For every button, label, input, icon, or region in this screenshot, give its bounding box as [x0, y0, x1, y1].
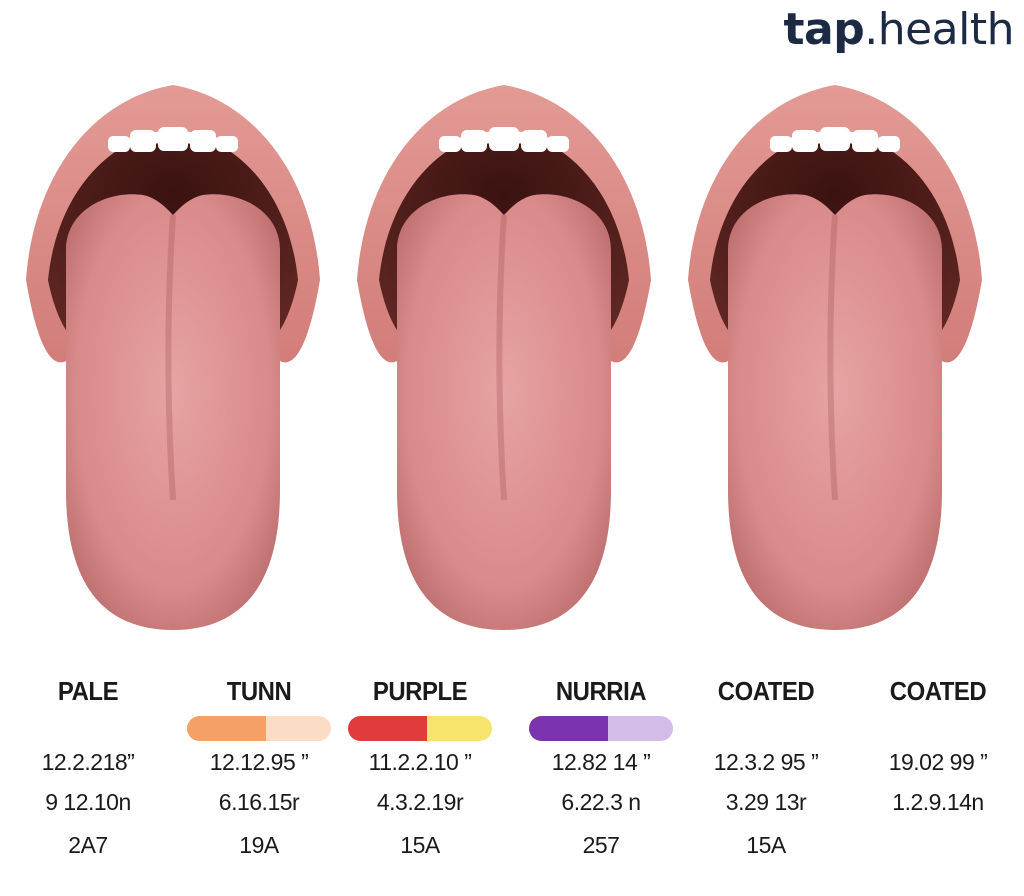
column-label-coated: COATED [717, 676, 815, 706]
bar-left-segment [187, 716, 267, 741]
bar-left-segment [529, 716, 609, 741]
column-value-line1: 19.02 99 ” [888, 749, 988, 775]
tongue-illustration-1 [8, 30, 338, 650]
color-bar-red-yellow [348, 716, 492, 741]
column-value-line2: 9 12.10n [45, 789, 131, 815]
column-value-line2: 1.2.9.14n [892, 789, 984, 815]
column-label-pale: PALE [57, 676, 119, 706]
bar-right-segment [427, 716, 492, 741]
column-value-line3: 15A [746, 832, 786, 858]
bar-left-segment [348, 716, 428, 741]
tongue-illustration-3 [670, 30, 1000, 650]
color-bar-purple [529, 716, 673, 741]
column-value-line2: 3.29 13r [725, 789, 807, 815]
column-value-line2: 4.3.2.19r [376, 789, 464, 815]
color-bar-orange [187, 716, 331, 741]
column-label-purple: PURPLE [372, 676, 468, 706]
column-value-line3: 15A [400, 832, 440, 858]
logo: tap.health [783, 4, 1014, 55]
column-value-line2: 6.22.3 n [561, 789, 641, 815]
logo-suffix: .health [864, 4, 1014, 55]
column-value-line2: 6.16.15r [218, 789, 300, 815]
column-value-line3: 19A [239, 832, 279, 858]
tongue-illustrations [0, 30, 1024, 650]
logo-prefix: tap [783, 4, 865, 55]
bar-right-segment [266, 716, 331, 741]
column-value-line1: 12.82 14 ” [551, 749, 651, 775]
column-value-line1: 12.2.218” [41, 749, 135, 775]
column-value-line1: 12.12.95 ” [209, 749, 309, 775]
bar-right-segment [608, 716, 673, 741]
column-value-line3: 257 [582, 832, 620, 858]
column-value-line1: 11.2.2.10 ” [368, 749, 472, 775]
column-value-line1: 12.3.2 95 ” [713, 749, 819, 775]
column-label-coated-2: COATED [889, 676, 987, 706]
column-label-nurria: NURRIA [555, 676, 647, 706]
column-value-line3: 2A7 [68, 832, 108, 858]
column-label-tunn: TUNN [226, 676, 292, 706]
tongue-illustration-2 [339, 30, 669, 650]
